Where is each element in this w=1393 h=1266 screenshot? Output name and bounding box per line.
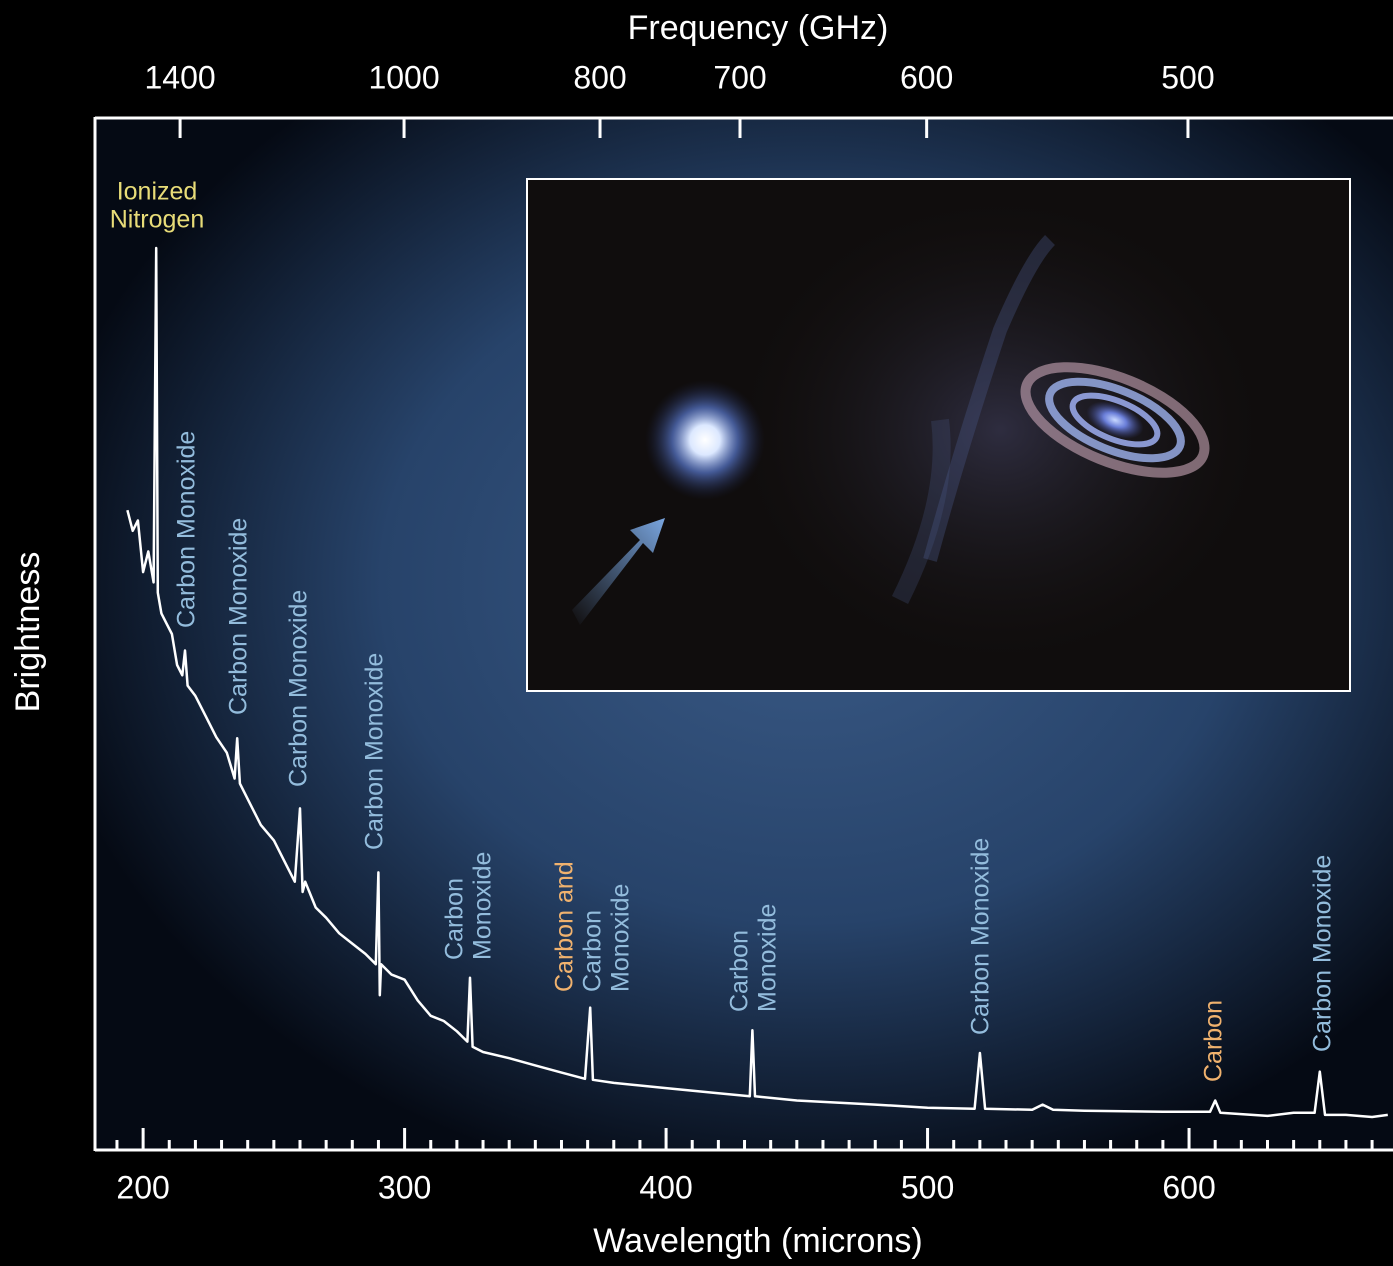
x2-tick-label: 1400 xyxy=(144,59,215,95)
x2-tick-label: 500 xyxy=(1161,59,1214,95)
spectrum-line xyxy=(126,246,1388,1119)
label-line: Carbon Monoxide xyxy=(285,590,313,787)
x2-tick-label: 700 xyxy=(713,59,766,95)
label-line: Monoxide xyxy=(754,904,782,1012)
x-tick-label: 600 xyxy=(1162,1169,1215,1205)
top-axis-title: Frequency (GHz) xyxy=(628,9,889,47)
line-label: Carbon Monoxide xyxy=(1309,855,1337,1052)
y-axis-title: Brightness xyxy=(9,552,47,713)
x-tick-label: 400 xyxy=(639,1169,692,1205)
label-line: Carbon Monoxide xyxy=(1309,855,1337,1052)
arrow xyxy=(572,518,665,625)
line-label: Carbon Monoxide xyxy=(441,852,497,960)
x2-tick-label: 600 xyxy=(900,59,953,95)
line-label: Carbon Monoxide xyxy=(225,518,253,715)
label-line: Carbon xyxy=(441,878,469,960)
label-line: Carbon xyxy=(726,930,754,1012)
dust-haze xyxy=(740,200,1260,660)
label-line: Carbon Monoxide xyxy=(225,518,253,715)
x2-tick-label: 1000 xyxy=(368,59,439,95)
label-line: Carbon xyxy=(1200,1000,1228,1082)
filament xyxy=(891,418,951,605)
filament xyxy=(923,235,1056,562)
x2-tick-label: 800 xyxy=(573,59,626,95)
line-label: Carbon Monoxide xyxy=(967,838,995,1035)
line-label: Carbon and Carbon Monoxide xyxy=(551,861,635,992)
label-line: Carbon Monoxide xyxy=(967,838,995,1035)
x-tick-label: 300 xyxy=(378,1169,431,1205)
x-tick-label: 500 xyxy=(901,1169,954,1205)
x-tick-label: 200 xyxy=(116,1169,169,1205)
line-label: Carbon Monoxide xyxy=(173,431,201,628)
label-line: Carbon Monoxide xyxy=(361,653,389,850)
label-line: Monoxide xyxy=(469,852,497,960)
label-line: Nitrogen xyxy=(110,206,205,234)
x-axis-title: Wavelength (microns) xyxy=(593,1222,922,1260)
line-label: Carbon Monoxide xyxy=(285,590,313,787)
label-line: Carbon and xyxy=(551,861,579,992)
bright-star xyxy=(645,380,765,500)
label-line: Carbon Monoxide xyxy=(173,431,201,628)
line-label: Carbon Monoxide xyxy=(361,653,389,850)
label-line: Ionized xyxy=(117,178,198,206)
line-label: Carbon xyxy=(1200,1000,1228,1082)
inset-image xyxy=(526,178,1351,692)
line-label: Carbon Monoxide xyxy=(726,904,782,1012)
label-line: Carbon xyxy=(579,910,607,992)
galaxy xyxy=(1020,362,1210,478)
label-line: Monoxide xyxy=(607,884,635,992)
